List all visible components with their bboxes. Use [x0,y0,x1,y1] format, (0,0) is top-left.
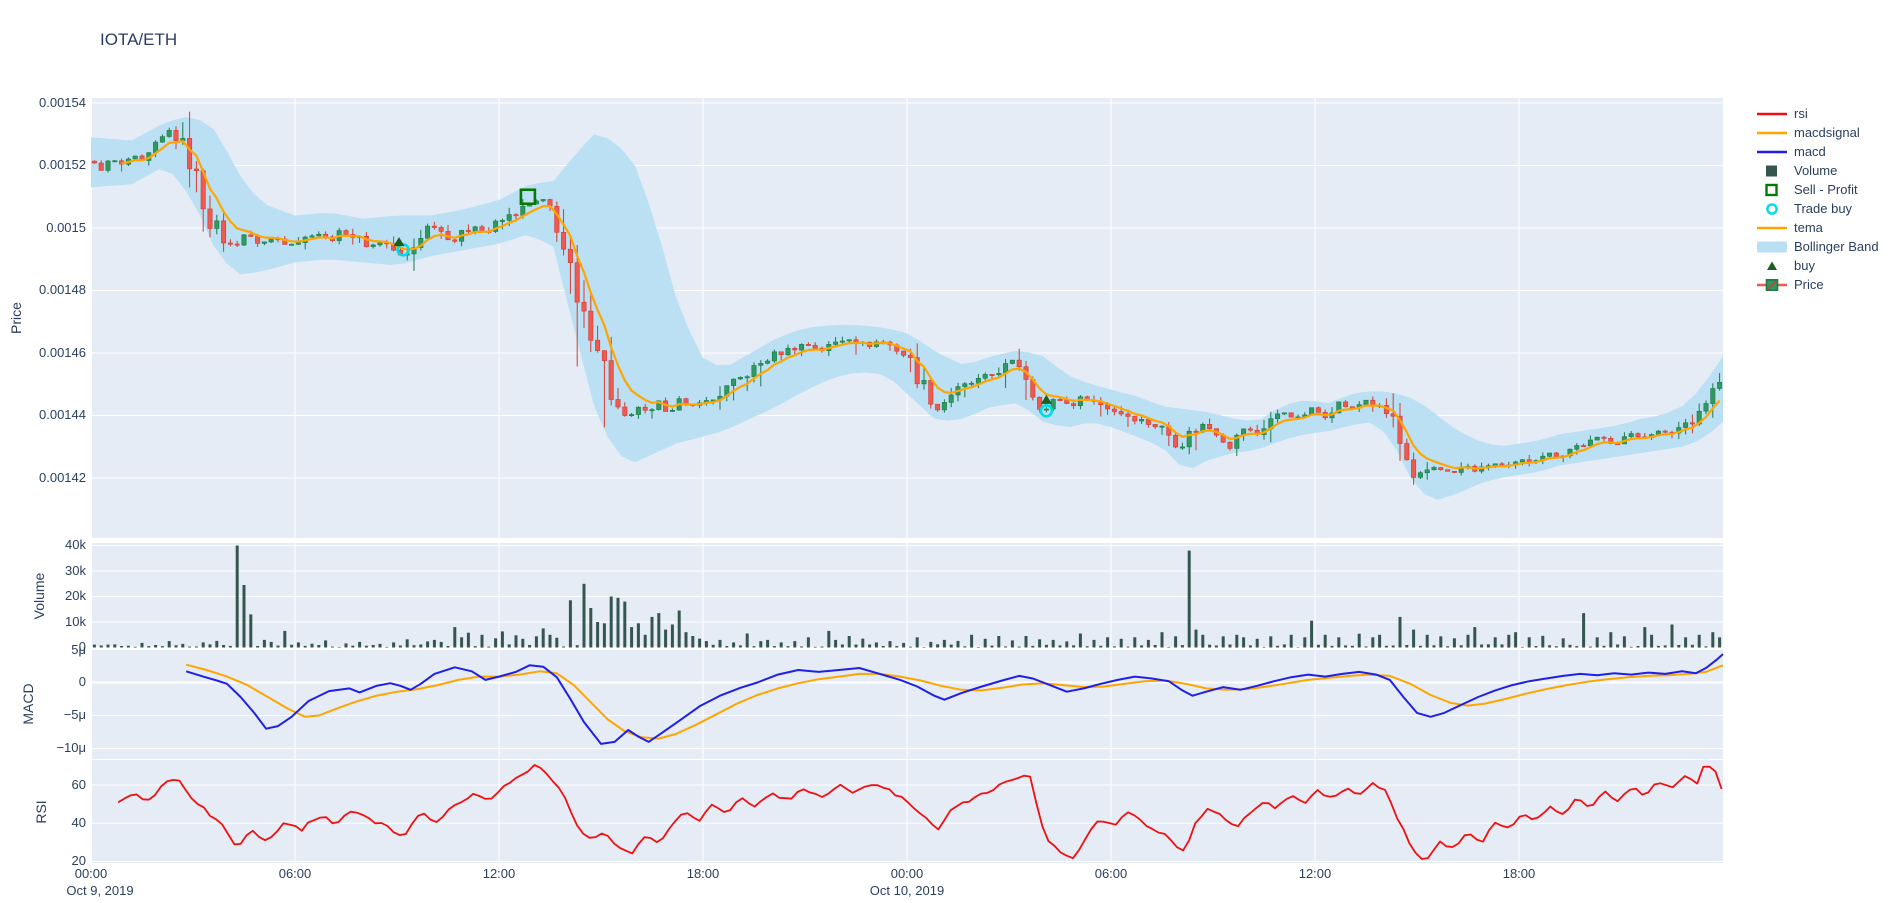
bollinger-band-icon [1754,240,1790,254]
volume-tick: 30k [65,563,86,578]
rsi-line-icon [1754,107,1790,121]
legend-item-trade-buy[interactable]: Trade buy [1754,199,1879,218]
price-tick: 0.00142 [39,470,86,485]
legend-item-macdsignal[interactable]: macdsignal [1754,123,1879,142]
legend-label: buy [1794,258,1815,273]
x-tick: 18:00 [686,866,720,881]
rsi-tick: 60 [71,777,86,792]
legend-label: rsi [1794,106,1808,121]
x-date-label: Oct 10, 2019 [869,883,945,898]
legend-label: macdsignal [1794,125,1860,140]
legend-item-price[interactable]: Price [1754,275,1879,294]
x-tick: 00:00 [890,866,924,881]
volume-square-icon [1754,164,1790,178]
macd-line-icon [1754,145,1790,159]
volume-tick: 20k [65,588,86,603]
macdsignal-line-icon [1754,126,1790,140]
x-tick: 00:00 [74,866,108,881]
x-tick: 18:00 [1502,866,1536,881]
volume-tick: 40k [65,537,86,552]
price-tick: 0.0015 [46,220,86,235]
macd-tick: 0 [78,674,86,689]
price-tick: 0.00146 [39,345,86,360]
price-candle-icon [1754,278,1790,292]
chart-title: IOTA/ETH [100,30,178,49]
price-tick: 0.00144 [39,407,86,422]
legend-item-buy[interactable]: buy [1754,256,1879,275]
legend-item-rsi[interactable]: rsi [1754,104,1879,123]
rsi-tick: 40 [71,815,86,830]
buy-triangle-icon [1754,259,1790,273]
legend: rsi macdsignal macd Volume Sell - Profit… [1754,104,1879,294]
legend-label: Price [1794,277,1824,292]
x-tick: 12:00 [482,866,516,881]
legend-item-tema[interactable]: tema [1754,218,1879,237]
legend-item-macd[interactable]: macd [1754,142,1879,161]
volume-tick: 10k [65,614,86,629]
x-date-label: Oct 9, 2019 [66,883,134,898]
price-tick: 0.00152 [39,157,86,172]
legend-label: tema [1794,220,1823,235]
legend-item-bollinger[interactable]: Bollinger Band [1754,237,1879,256]
trade-buy-circle-icon [1754,202,1790,216]
legend-label: Trade buy [1794,201,1853,216]
legend-label: macd [1794,144,1826,159]
price-tick: 0.00148 [39,282,86,297]
legend-item-sell-profit[interactable]: Sell - Profit [1754,180,1879,199]
rsi-tick: 20 [71,853,86,868]
x-tick: 06:00 [1094,866,1128,881]
price-tick: 0.00154 [39,95,86,110]
macd-tick: 5μ [71,642,86,657]
legend-item-volume[interactable]: Volume [1754,161,1879,180]
x-tick: 12:00 [1298,866,1332,881]
x-tick: 06:00 [278,866,312,881]
sell-profit-square-icon [1754,183,1790,197]
macd-tick: −5μ [63,707,86,722]
legend-label: Volume [1794,163,1838,178]
legend-label: Bollinger Band [1794,239,1879,254]
tema-line-icon [1754,221,1790,235]
volume-tick: 0 [78,639,86,654]
macd-tick: −10μ [56,740,86,755]
legend-label: Sell - Profit [1794,182,1858,197]
